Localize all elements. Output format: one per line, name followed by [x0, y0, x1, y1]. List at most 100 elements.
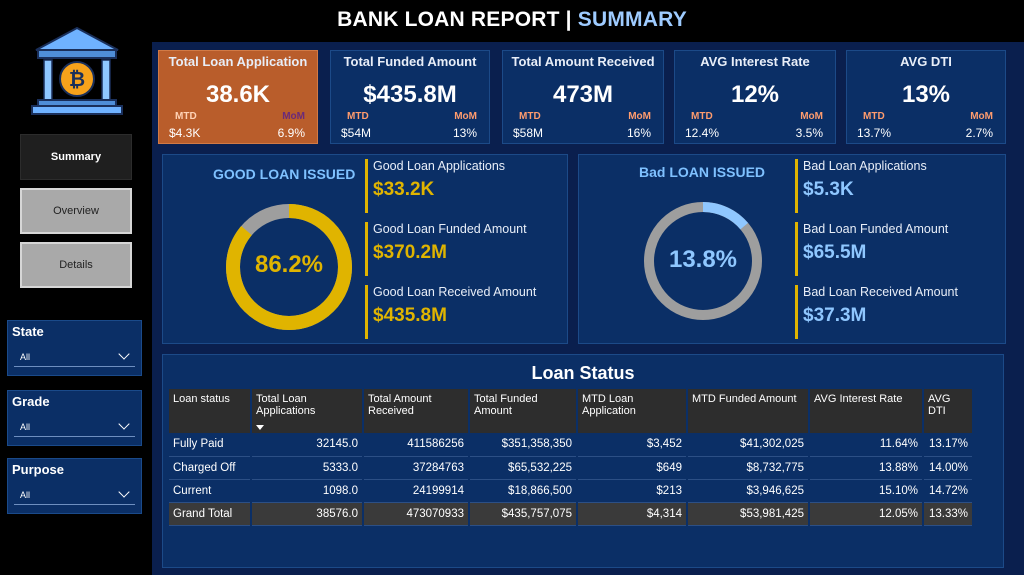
- metric-accent-bar: [795, 222, 798, 276]
- chevron-down-icon: [118, 418, 130, 430]
- table-cell: 13.33%: [923, 502, 974, 526]
- table-cell: $3,946,625: [687, 479, 810, 503]
- metric-accent-bar: [795, 159, 798, 213]
- loan-status-panel: Loan Status Loan status Total Loan Appli…: [162, 354, 1004, 568]
- metric-accent-bar: [365, 285, 368, 339]
- kpi-mtd-value: 13.7%: [857, 126, 892, 140]
- table-cell: $351,358,350: [469, 433, 578, 457]
- table-row[interactable]: Current 1098.0 24199914 $18,866,500 $213 $3,9…: [169, 479, 974, 503]
- state-dropdown-value: All: [20, 351, 31, 362]
- kpi-mtd-value: 12.4%: [685, 126, 720, 140]
- table-cell: 14.72%: [923, 479, 974, 503]
- grade-dropdown-value: All: [20, 421, 31, 432]
- good-loan-title: GOOD LOAN ISSUED: [213, 166, 356, 182]
- table-cell: 473070933: [363, 502, 470, 526]
- table-cell: 15.10%: [809, 479, 924, 503]
- column-header[interactable]: AVG DTI: [923, 389, 974, 433]
- kpi-title: Total Amount Received: [511, 54, 655, 69]
- main-panel: Total Loan Application 38.6K MTD MoM $4.…: [152, 42, 1024, 575]
- state-filter: State All: [7, 320, 142, 376]
- nav-summary-label: Summary: [50, 151, 102, 163]
- column-header[interactable]: AVG Interest Rate: [809, 389, 924, 433]
- column-header-sorted[interactable]: Total Loan Applications: [251, 389, 364, 433]
- kpi-mom-label: MoM: [970, 111, 993, 122]
- nav-overview-button[interactable]: Overview: [20, 188, 132, 234]
- kpi-mom-value: 3.5%: [795, 126, 823, 140]
- metric-accent-bar: [795, 285, 798, 339]
- metric-accent-bar: [365, 222, 368, 276]
- table-cell: 12.05%: [809, 502, 924, 526]
- kpi-title: AVG Interest Rate: [700, 54, 810, 69]
- kpi-total-funded-amount[interactable]: Total Funded Amount $435.8M MTD MoM $54M…: [330, 50, 490, 144]
- metric-label: Good Loan Applications: [373, 159, 506, 173]
- kpi-avg-interest-rate[interactable]: AVG Interest Rate 12% MTD MoM 12.4% 3.5%: [674, 50, 836, 144]
- purpose-filter-label: Purpose: [12, 462, 65, 477]
- bad-loan-percent: 13.8%: [668, 246, 738, 273]
- table-cell: Current: [169, 479, 252, 503]
- bad-loan-funded-amount: Bad Loan Funded Amount $65.5M: [795, 220, 995, 278]
- kpi-title: Total Funded Amount: [343, 54, 477, 69]
- chevron-down-icon: [118, 486, 130, 498]
- table-cell: $8,732,775: [687, 456, 810, 480]
- metric-value: $370.2M: [373, 242, 447, 263]
- kpi-mtd-value: $58M: [513, 126, 544, 140]
- table-cell: Fully Paid: [169, 433, 252, 457]
- kpi-mom-label: MoM: [800, 111, 823, 122]
- column-header[interactable]: Loan status: [169, 389, 252, 433]
- table-cell: 5333.0: [251, 456, 364, 480]
- nav-details-button[interactable]: Details: [20, 242, 132, 288]
- kpi-total-amount-received[interactable]: Total Amount Received 473M MTD MoM $58M …: [502, 50, 664, 144]
- kpi-value: $435.8M: [363, 81, 457, 108]
- metric-label: Good Loan Funded Amount: [373, 222, 527, 236]
- kpi-mom-value: 13%: [452, 126, 477, 140]
- page-title-accent: SUMMARY: [577, 8, 687, 31]
- table-cell: 411586256: [363, 433, 470, 457]
- metric-value: $65.5M: [803, 242, 867, 263]
- metric-value: $37.3M: [803, 305, 867, 326]
- table-cell: 14.00%: [923, 456, 974, 480]
- metric-label: Good Loan Received Amount: [373, 285, 537, 299]
- nav-summary-button[interactable]: Summary: [20, 134, 132, 180]
- metric-accent-bar: [365, 159, 368, 213]
- bank-bitcoin-icon: ₿: [30, 24, 124, 118]
- table-header-row: Loan status Total Loan Applications Tota…: [169, 389, 974, 433]
- column-header[interactable]: Total Funded Amount: [469, 389, 578, 433]
- column-header[interactable]: Total Amount Received: [363, 389, 470, 433]
- bad-loan-donut-arc: [644, 202, 762, 320]
- table-row[interactable]: Fully Paid 32145.0 411586256 $351,358,350 $3…: [169, 433, 974, 457]
- good-loan-percent: 86.2%: [254, 251, 324, 278]
- kpi-mtd-label: MTD: [175, 111, 197, 122]
- table-cell: 37284763: [363, 456, 470, 480]
- column-header[interactable]: MTD Funded Amount: [687, 389, 810, 433]
- good-loan-donut: [226, 204, 352, 330]
- table-cell: $4,314: [577, 502, 688, 526]
- table-cell: $649: [577, 456, 688, 480]
- bad-loan-donut: [644, 202, 762, 320]
- metric-value: $33.2K: [373, 179, 435, 200]
- page-title: BANK LOAN REPORT | SUMMARY: [0, 8, 1024, 32]
- sort-descending-icon: [256, 425, 264, 430]
- metric-label: Bad Loan Funded Amount: [803, 222, 949, 236]
- grand-total-row[interactable]: Grand Total 38576.0 473070933 $435,757,075 $…: [169, 502, 974, 526]
- column-header-label: Total Loan Applications: [256, 393, 316, 417]
- kpi-mtd-label: MTD: [347, 111, 369, 122]
- table-cell: 38576.0: [251, 502, 364, 526]
- kpi-total-loan-application[interactable]: Total Loan Application 38.6K MTD MoM $4.…: [158, 50, 318, 144]
- table-cell: 32145.0: [251, 433, 364, 457]
- column-header[interactable]: MTD Loan Application: [577, 389, 688, 433]
- purpose-dropdown[interactable]: All: [14, 485, 135, 505]
- table-cell: 24199914: [363, 479, 470, 503]
- kpi-mtd-label: MTD: [863, 111, 885, 122]
- grade-dropdown[interactable]: All: [14, 417, 135, 437]
- state-dropdown[interactable]: All: [14, 347, 135, 367]
- table-cell: $53,981,425: [687, 502, 810, 526]
- kpi-avg-dti[interactable]: AVG DTI 13% MTD MoM 13.7% 2.7%: [846, 50, 1006, 144]
- good-loan-applications: Good Loan Applications $33.2K: [365, 157, 565, 215]
- kpi-value: 38.6K: [205, 81, 271, 108]
- kpi-value: 12%: [730, 81, 780, 108]
- table-row[interactable]: Charged Off 5333.0 37284763 $65,532,225 $649…: [169, 456, 974, 480]
- kpi-mom-label: MoM: [282, 111, 305, 122]
- metric-value: $5.3K: [803, 179, 854, 200]
- kpi-mom-value: 6.9%: [277, 126, 305, 140]
